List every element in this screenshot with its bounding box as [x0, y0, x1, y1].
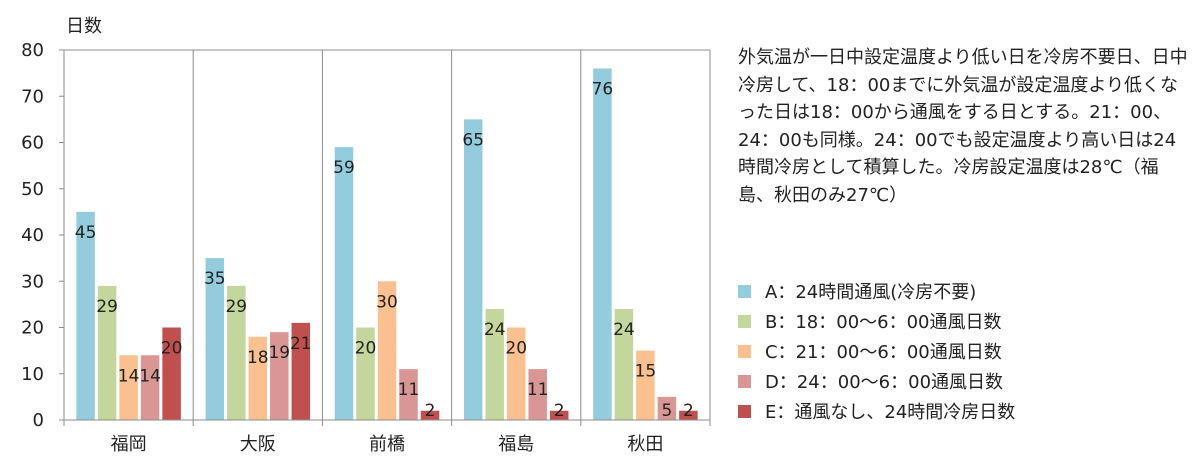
bar	[76, 211, 95, 420]
bar	[399, 369, 418, 420]
bar	[291, 322, 311, 420]
data-label: 30	[376, 292, 398, 312]
data-label: 76	[592, 80, 614, 100]
bar	[549, 410, 569, 420]
legend-item-a: A：24時間通風(冷房不要)	[738, 276, 1188, 306]
bar	[248, 336, 268, 420]
x-tick-label: 大阪	[240, 434, 276, 455]
data-label: 21	[290, 334, 312, 354]
bar	[334, 147, 354, 420]
data-label: 24	[484, 320, 506, 340]
y-tick-label: 10	[21, 364, 44, 385]
data-label: 24	[613, 320, 635, 340]
data-label: 14	[118, 366, 140, 386]
data-label: 20	[355, 339, 377, 359]
chart-note: 外気温が一日中設定温度より低い日を冷房不要日、日中冷房して、18：00までに外気…	[738, 47, 1188, 206]
y-axis-title: 日数	[66, 16, 102, 37]
bar	[140, 355, 160, 420]
data-label: 29	[225, 297, 247, 317]
x-tick-label: 秋田	[627, 434, 663, 455]
bar	[119, 355, 138, 420]
data-label: 11	[398, 380, 420, 400]
y-tick-label: 60	[21, 133, 44, 154]
data-label: 15	[635, 362, 657, 382]
x-tick-label: 福岡	[111, 434, 147, 455]
data-label: 35	[204, 269, 226, 289]
data-label: 20	[505, 339, 527, 359]
bar	[528, 369, 547, 420]
bar	[485, 309, 504, 420]
legend-swatch-e	[738, 404, 751, 418]
bar	[614, 309, 634, 420]
y-tick-label: 80	[21, 40, 44, 61]
data-label: 14	[139, 366, 161, 386]
bar	[657, 396, 677, 420]
y-tick-label: 70	[21, 86, 44, 107]
legend-item-e: E：通風なし、24時間冷房日数	[738, 396, 1188, 426]
legend-item-c: C：21：00〜6：00通風日数	[738, 336, 1188, 366]
bar	[97, 285, 117, 420]
data-label: 2	[425, 401, 436, 421]
data-label: 11	[527, 380, 549, 400]
legend-item-b: B：18：00〜6：00通風日数	[738, 306, 1188, 336]
bar	[270, 332, 289, 420]
bar	[506, 327, 526, 420]
bar	[205, 258, 225, 420]
legend-label-a: A：24時間通風(冷房不要)	[765, 282, 977, 303]
bar	[636, 350, 655, 420]
data-label: 59	[333, 158, 355, 178]
legend-swatch-d	[738, 374, 751, 388]
legend-label-b: B：18：00〜6：00通風日数	[765, 312, 1002, 333]
data-label: 20	[161, 339, 183, 359]
y-tick-label: 0	[33, 410, 44, 431]
legend-swatch-c	[738, 344, 751, 358]
data-label: 65	[462, 130, 484, 150]
legend-label-e: E：通風なし、24時間冷房日数	[765, 402, 1016, 423]
data-label: 19	[268, 343, 290, 363]
x-tick-label: 福島	[498, 434, 534, 455]
legend-label-c: C：21：00〜6：00通風日数	[765, 342, 1002, 363]
y-tick-label: 30	[21, 271, 44, 292]
data-label: 29	[96, 297, 118, 317]
data-label: 5	[661, 401, 672, 421]
bar	[162, 327, 181, 420]
data-label: 18	[247, 348, 269, 368]
legend-swatch-b	[738, 314, 751, 328]
bar	[593, 68, 612, 420]
y-tick-label: 40	[21, 225, 44, 246]
data-label: 2	[554, 401, 565, 421]
bar	[356, 327, 375, 420]
bar	[420, 410, 440, 420]
data-label: 45	[75, 223, 97, 243]
x-tick-label: 前橋	[369, 434, 405, 455]
y-tick-label: 50	[21, 179, 44, 200]
y-tick-label: 20	[21, 318, 44, 339]
legend-label-d: D：24：00〜6：00通風日数	[765, 372, 1004, 393]
bar	[679, 410, 698, 420]
bar	[227, 285, 246, 420]
legend-swatch-a	[738, 284, 751, 298]
legend: A：24時間通風(冷房不要) B：18：00〜6：00通風日数 C：21：00〜…	[738, 276, 1188, 426]
legend-item-d: D：24：00〜6：00通風日数	[738, 366, 1188, 396]
bar	[463, 119, 483, 420]
bar	[377, 281, 397, 420]
data-label: 2	[683, 401, 694, 421]
